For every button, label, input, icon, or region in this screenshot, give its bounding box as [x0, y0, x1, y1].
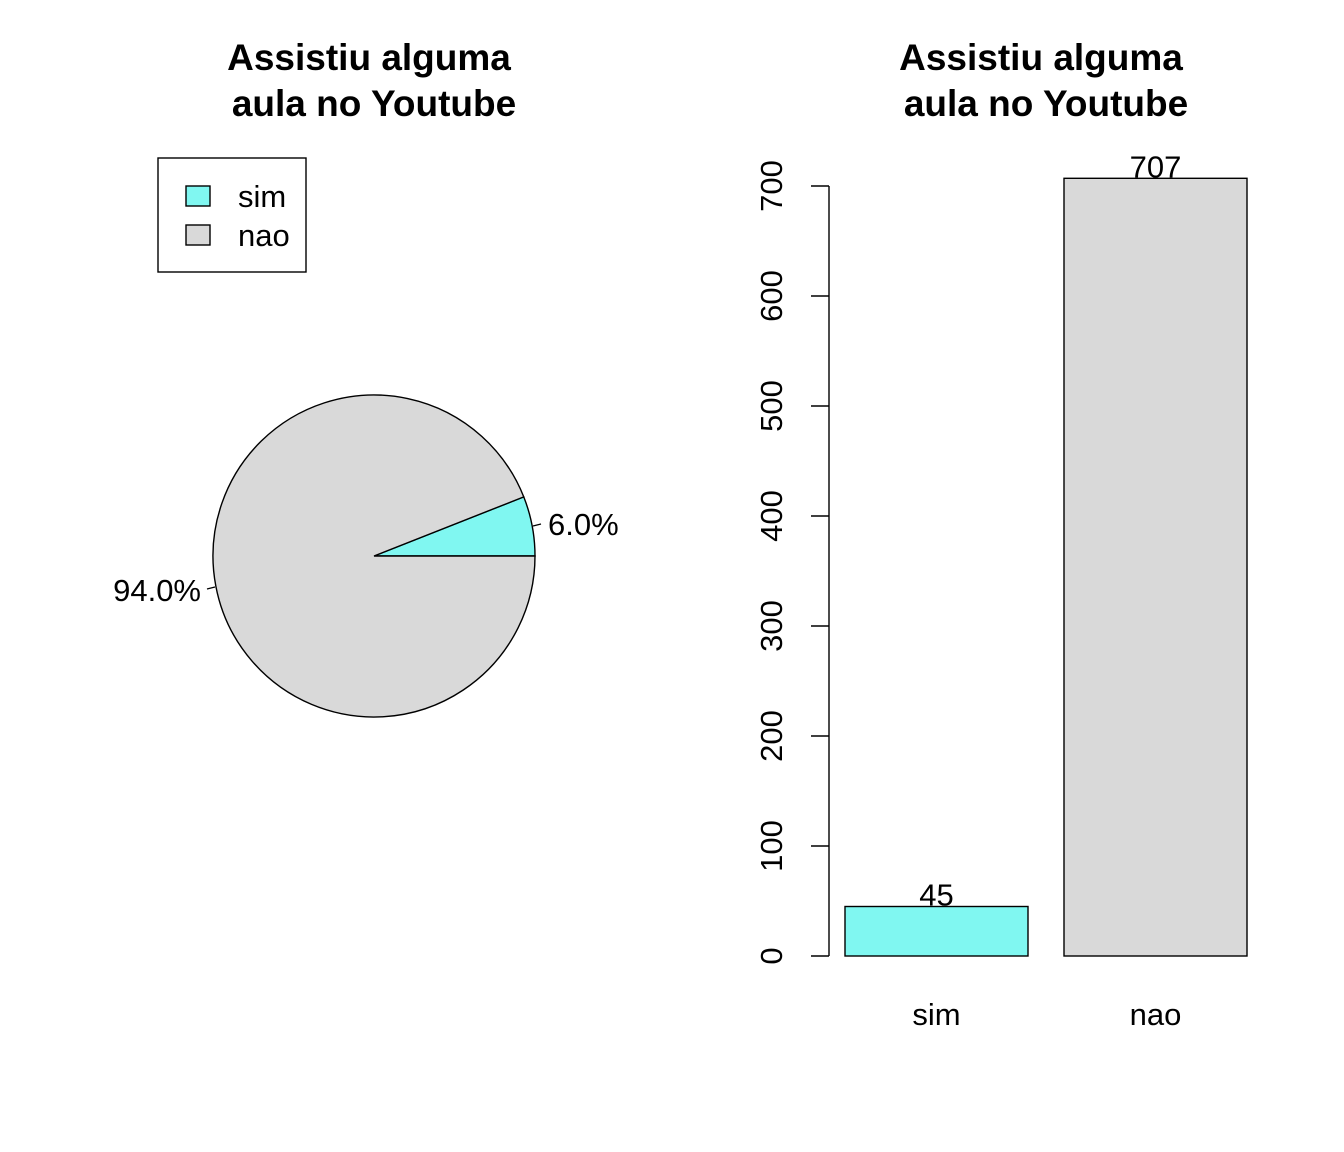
category-label-nao: nao: [1130, 997, 1182, 1032]
pie-chart-panel: Assistiu alguma aula no Youtube sim nao …: [113, 37, 619, 718]
bar-title-line-1: Assistiu alguma: [899, 37, 1183, 78]
pie-label-sim: 6.0%: [548, 507, 619, 542]
pie-slices: [212, 394, 536, 718]
bar-y-axis: 0 100 200 300 400 500 600 700: [754, 160, 830, 965]
data-label-nao: 707: [1130, 149, 1182, 184]
y-tick-label-200: 200: [754, 710, 789, 762]
bar-series: 45 sim 707 nao: [844, 149, 1248, 1032]
bar-sim: [844, 905, 1029, 957]
legend-swatch-sim: [185, 185, 211, 207]
category-label-sim: sim: [912, 997, 960, 1032]
pie-label-tick-nao: [206, 586, 216, 590]
y-tick-label-600: 600: [754, 270, 789, 322]
y-tick-label-100: 100: [754, 820, 789, 872]
pie-label-tick-sim: [532, 523, 542, 527]
bar-title-line-2: aula no Youtube: [904, 83, 1188, 124]
legend-box: [157, 157, 307, 273]
data-label-sim: 45: [919, 878, 953, 913]
y-tick-label-400: 400: [754, 490, 789, 542]
pie-title-line-1: Assistiu alguma: [227, 37, 511, 78]
y-tick-label-0: 0: [754, 947, 789, 964]
y-tick-label-700: 700: [754, 160, 789, 212]
legend-swatch-nao: [185, 224, 211, 246]
pie-label-nao: 94.0%: [113, 573, 201, 608]
y-tick-label-300: 300: [754, 600, 789, 652]
legend-label-sim: sim: [238, 179, 286, 214]
legend-label-nao: nao: [238, 218, 290, 253]
pie-title-line-2: aula no Youtube: [232, 83, 516, 124]
y-tick-label-500: 500: [754, 380, 789, 432]
bar-chart-panel: Assistiu alguma aula no Youtube 0 100 200 3…: [754, 37, 1248, 1032]
pie-legend: sim nao: [157, 157, 307, 273]
bar-nao: [1063, 177, 1248, 957]
pie-slice-nao: [212, 394, 536, 718]
